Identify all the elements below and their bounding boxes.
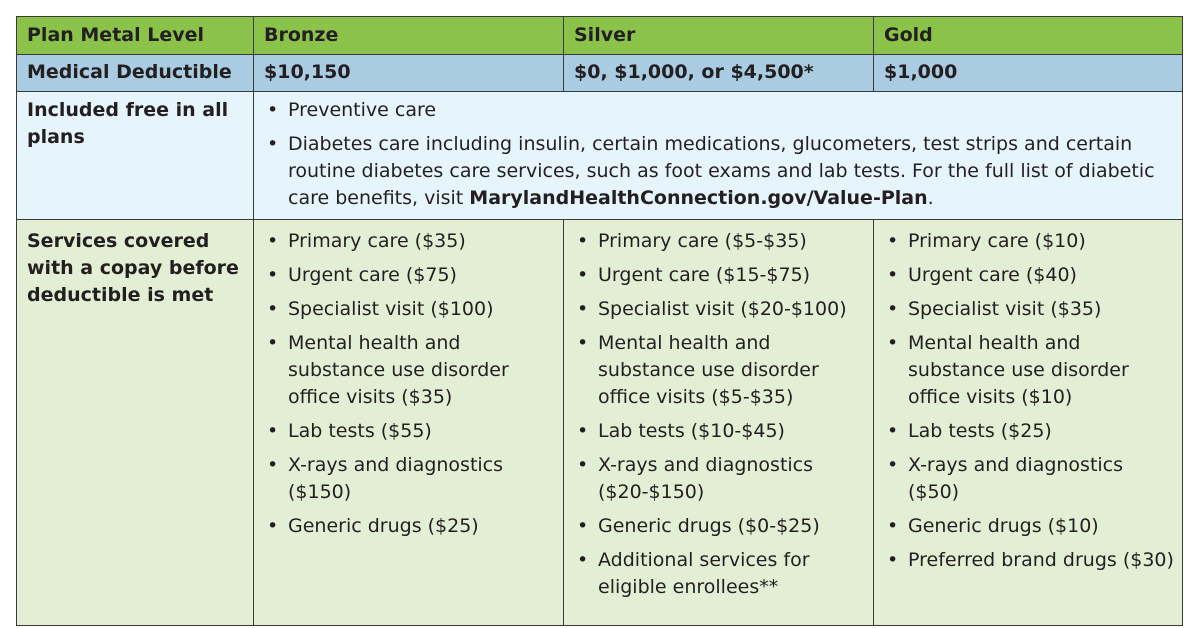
header-row: Plan Metal Level Bronze Silver Gold [16,16,1183,55]
bronze-services-list: Primary care ($35) Urgent care ($75) Speci… [264,228,555,540]
list-item: Lab tests ($10-$45) [574,418,865,445]
list-item: Preventive care [264,97,1174,124]
list-item: Specialist visit ($100) [264,296,555,323]
silver-services-list: Primary care ($5-$35) Urgent care ($15-$7… [574,228,865,601]
list-item: Lab tests ($25) [884,418,1174,445]
list-item: Specialist visit ($35) [884,296,1174,323]
period-text: . [927,187,934,209]
services-silver: Primary care ($5-$35) Urgent care ($15-$7… [563,219,874,626]
list-item: Additional services for eligible enrolle… [574,547,865,601]
deductible-label: Medical Deductible [16,54,254,92]
list-item: Mental health and substance use disorder… [574,330,865,411]
list-item: Generic drugs ($25) [264,513,555,540]
included-free-content: Preventive care Diabetes care including … [253,91,1183,220]
included-free-label: Included free in all plans [16,91,254,220]
list-item: Urgent care ($75) [264,262,555,289]
deductible-silver: $0, $1,000, or $4,500* [563,54,874,92]
list-item: Specialist visit ($20-$100) [574,296,865,323]
deductible-row: Medical Deductible $10,150 $0, $1,000, o… [16,54,1183,92]
list-item: Primary care ($10) [884,228,1174,255]
list-item: Primary care ($35) [264,228,555,255]
header-silver: Silver [563,16,874,55]
services-gold: Primary care ($10) Urgent care ($40) Speci… [873,219,1183,626]
header-bronze: Bronze [253,16,564,55]
list-item: Mental health and substance use disorder… [264,330,555,411]
services-row: Services covered with a copay before ded… [16,219,1183,626]
list-item: Urgent care ($40) [884,262,1174,289]
plan-comparison-table: Plan Metal Level Bronze Silver Gold Medi… [16,16,1183,626]
list-item: Lab tests ($55) [264,418,555,445]
list-item: X-rays and diagnostics ($20-$150) [574,452,865,506]
value-plan-link[interactable]: MarylandHealthConnection.gov/Value-Plan [469,187,928,209]
included-free-list: Preventive care Diabetes care including … [264,97,1174,212]
header-plan-metal-level: Plan Metal Level [16,16,254,55]
services-bronze: Primary care ($35) Urgent care ($75) Speci… [253,219,564,626]
list-item: Mental health and substance use disorder… [884,330,1174,411]
header-gold: Gold [873,16,1183,55]
list-item: Generic drugs ($0-$25) [574,513,865,540]
gold-services-list: Primary care ($10) Urgent care ($40) Speci… [884,228,1174,574]
included-free-row: Included free in all plans Preventive ca… [16,91,1183,220]
diabetes-care-text: Diabetes care including insulin, certain… [288,133,1155,209]
list-item: Generic drugs ($10) [884,513,1174,540]
list-item: X-rays and diagnostics ($50) [884,452,1174,506]
deductible-gold: $1,000 [873,54,1183,92]
list-item: X-rays and diagnostics ($150) [264,452,555,506]
deductible-bronze: $10,150 [253,54,564,92]
list-item: Diabetes care including insulin, certain… [264,131,1174,212]
services-label: Services covered with a copay before ded… [16,219,254,626]
list-item: Urgent care ($15-$75) [574,262,865,289]
list-item: Preferred brand drugs ($30) [884,547,1174,574]
list-item: Primary care ($5-$35) [574,228,865,255]
